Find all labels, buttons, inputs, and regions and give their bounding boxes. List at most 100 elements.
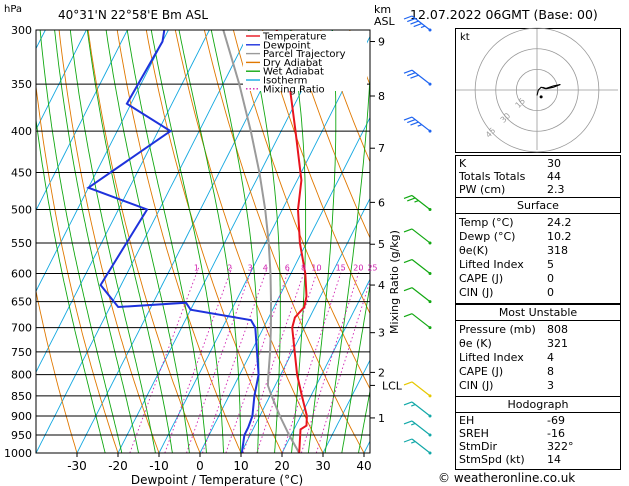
wind-barb	[403, 313, 432, 330]
wind-barb	[403, 116, 432, 133]
index-row-totals: Totals Totals 44	[459, 170, 561, 183]
wind-barb	[403, 438, 432, 455]
wet-adiabat-line	[289, 30, 307, 453]
wind-barb-dot	[428, 326, 432, 330]
hodograph-indices-panel: Hodograph EH -69 SREH -16 StmDir 322° StmSp…	[455, 396, 621, 470]
temperature-curve	[275, 30, 308, 453]
km-tick-label: 4	[378, 279, 385, 292]
mixing-ratio-label: 10	[311, 264, 321, 273]
wind-barb	[403, 420, 432, 437]
most-unstable-title: Most Unstable	[498, 306, 578, 319]
dry-adiabat-line	[320, 30, 370, 163]
pressure-tick-label: 450	[11, 166, 32, 179]
plot-area	[36, 30, 370, 453]
hodograph-trace	[536, 83, 561, 96]
pressure-tick-label: 1000	[4, 447, 32, 460]
mixing-ratio-label: 25	[367, 264, 377, 273]
pressure-tick-label: 750	[11, 346, 32, 359]
most-unstable-panel: Most Unstable Pressure (mb) 808 θe (K) 321…	[455, 304, 621, 397]
mixing-ratio-label: 20	[353, 264, 363, 273]
pressure-tick-label: 300	[11, 24, 32, 37]
wind-barb-flag	[403, 116, 413, 121]
surface-panel: Surface Temp (°C) 24.2 Dewp (°C) 10.2 θe(K…	[455, 197, 621, 304]
surface-row: Lifted Index 5	[459, 258, 554, 271]
wind-barb-staff	[411, 259, 431, 275]
wind-barb-flag	[407, 197, 416, 202]
storm-motion-marker	[539, 95, 543, 99]
hodograph-row: EH -69	[459, 414, 565, 427]
temp-tick-label: 20	[274, 459, 289, 473]
wet-adiabat-line	[105, 30, 190, 453]
km-tick-label: 2	[378, 366, 385, 379]
mixing-ratio-line	[300, 267, 361, 453]
mixing-ratio-label: 3	[248, 264, 253, 273]
wind-barb-staff	[411, 313, 431, 329]
pressure-tick-label: 600	[11, 268, 32, 281]
wind-barb-dot	[428, 394, 432, 398]
hodograph-row: StmDir 322°	[459, 440, 574, 453]
hpa-unit-label: hPa	[4, 4, 23, 15]
wind-barb-flag	[407, 72, 416, 77]
mixing-ratio-line	[315, 279, 370, 453]
wind-barb-half	[420, 25, 426, 29]
surface-title: Surface	[517, 199, 559, 212]
mixing-ratio-label: 8	[301, 264, 306, 273]
wind-barb	[403, 15, 432, 32]
mixing-ratio-label: 15	[336, 264, 346, 273]
wet-adiabat-line	[86, 30, 173, 453]
legend-label: Mixing Ratio	[263, 84, 325, 95]
temp-tick-label: -20	[108, 459, 128, 473]
wind-barb-staff	[411, 381, 431, 397]
wind-barb-flag	[410, 20, 419, 25]
index-row-k: K 30	[459, 157, 561, 170]
pressure-tick-label: 650	[11, 296, 32, 309]
hodograph-ring-label: 45	[484, 126, 498, 140]
mixing-ratio-label: 4	[263, 264, 268, 273]
wet-adiabat-line	[341, 282, 370, 453]
dewpoint-curve	[86, 30, 260, 453]
pressure-tick-label: 700	[11, 322, 32, 335]
wind-barb-flag	[403, 228, 413, 233]
wind-barb	[403, 194, 432, 211]
most-unstable-row: CIN (J) 3	[459, 379, 554, 392]
mixing-ratio-label: 6	[285, 264, 290, 273]
most-unstable-row: θe (K) 321	[459, 337, 568, 350]
wet-adiabat-line	[126, 30, 207, 453]
wind-barb-flag	[403, 401, 413, 406]
legend-label: Parcel Trajectory	[263, 49, 346, 60]
location-label: 40°31'N 22°58'E Bm ASL	[58, 8, 209, 22]
wind-barb	[403, 69, 432, 86]
dry-adiabat-line	[291, 30, 370, 239]
surface-row: θe(K) 318	[459, 244, 568, 257]
pressure-tick-label: 800	[11, 369, 32, 382]
wind-barb-half	[417, 124, 422, 127]
wind-barb	[403, 381, 432, 398]
wind-barb-flag	[403, 287, 413, 292]
temp-tick-label: 0	[196, 459, 204, 473]
isotherm-line	[322, 359, 370, 453]
wind-barb-dot	[428, 272, 432, 276]
km-tick-label: 6	[378, 196, 385, 209]
wind-barb-dot	[428, 300, 432, 304]
x-axis-title: Dewpoint / Temperature (°C)	[131, 473, 303, 486]
wet-adiabat-line	[150, 30, 224, 453]
temp-tick-label: -10	[149, 459, 169, 473]
temp-tick-label: 10	[233, 459, 248, 473]
surface-row: CIN (J) 0	[459, 286, 554, 299]
km-tick-label: 7	[378, 142, 385, 155]
legend-label: Dry Adiabat	[263, 58, 322, 69]
hodograph-row: SREH -16	[459, 427, 565, 440]
mixing-ratio-line	[186, 267, 253, 453]
hodograph-ring-label: 15	[514, 96, 528, 110]
hodograph-ring-label: 30	[499, 111, 513, 125]
index-row-pw: PW (cm) 2.3	[459, 183, 565, 196]
mixing-ratio-line	[256, 267, 319, 453]
asl-unit-label: ASL	[374, 15, 395, 28]
credit-label: © weatheronline.co.uk	[438, 471, 576, 485]
mixing-ratio-line	[225, 267, 290, 453]
wind-barb-flag	[403, 194, 413, 200]
wind-barb-dot	[428, 28, 432, 32]
mixing-ratio-line	[129, 267, 200, 453]
legend-label: Dewpoint	[263, 40, 311, 51]
